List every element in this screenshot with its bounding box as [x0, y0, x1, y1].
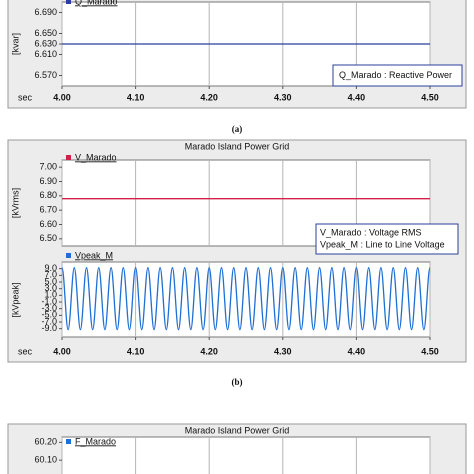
- x-tick-label: 4.00: [53, 346, 71, 356]
- y-tick-label: 6.50: [39, 233, 57, 243]
- legend-box: [332, 64, 463, 87]
- y-axis-label: [kVrms]: [10, 188, 20, 218]
- x-tick-label: 4.30: [274, 346, 292, 356]
- chart-title: Marado Island Power Grid: [185, 141, 290, 151]
- x-tick-label: 4.20: [200, 92, 218, 102]
- y-tick-label: 60.20: [34, 437, 57, 447]
- x-axis-label: sec: [18, 92, 33, 102]
- x-tick-label: 4.20: [200, 346, 218, 356]
- legend-entry: V_Marado : Voltage RMS: [320, 227, 422, 237]
- y-tick-label: -9.0: [41, 323, 57, 333]
- y-tick-label: 6.630: [34, 38, 57, 48]
- y-tick-label: -3.0: [41, 303, 57, 313]
- legend-entry: Vpeak_M : Line to Line Voltage: [320, 239, 445, 249]
- y-tick-label: -1.0: [41, 296, 57, 306]
- y-tick-label: 5.0: [44, 276, 57, 286]
- y-tick-label: 6.60: [39, 219, 57, 229]
- series-swatch: [66, 253, 71, 258]
- y-tick-label: 7.0: [44, 270, 57, 280]
- legend-box: [315, 223, 459, 255]
- y-tick-label: -7.0: [41, 316, 57, 326]
- series-swatch: [66, 0, 71, 4]
- x-tick-label: 4.30: [274, 92, 292, 102]
- plot-area: [61, 436, 431, 474]
- caption: (b): [232, 377, 243, 387]
- y-tick-label: 60.10: [34, 455, 57, 465]
- x-tick-label: 4.10: [127, 92, 145, 102]
- x-tick-label: 4.40: [348, 346, 366, 356]
- caption: (a): [232, 124, 243, 134]
- y-tick-label: 6.610: [34, 49, 57, 59]
- series-swatch: [66, 439, 71, 444]
- legend-entry: Q_Marado : Reactive Power: [339, 70, 452, 80]
- y-tick-label: 6.650: [34, 28, 57, 38]
- y-tick-label: 6.570: [34, 70, 57, 80]
- x-tick-label: 4.50: [421, 92, 439, 102]
- y-tick-label: 9.0: [44, 263, 57, 273]
- series-line: [62, 267, 430, 331]
- series-name: F_Marado: [75, 436, 116, 446]
- y-tick-label: 7.00: [39, 162, 57, 172]
- y-tick-label: 1.0: [44, 290, 57, 300]
- y-axis-label: [kVpeak]: [10, 282, 20, 317]
- y-tick-label: 6.80: [39, 190, 57, 200]
- x-tick-label: 4.50: [421, 346, 439, 356]
- series-name: Q_Marado: [75, 0, 118, 6]
- x-tick-label: 4.40: [348, 92, 366, 102]
- series-swatch: [66, 155, 71, 160]
- series-name: V_Marado: [75, 152, 117, 162]
- x-tick-label: 4.00: [53, 92, 71, 102]
- x-axis-label: sec: [18, 346, 33, 356]
- y-tick-label: 3.0: [44, 283, 57, 293]
- series-name: Vpeak_M: [75, 250, 113, 260]
- y-tick-label: 6.70: [39, 205, 57, 215]
- y-tick-label: 6.690: [34, 7, 57, 17]
- y-axis-label: [kvar]: [10, 33, 20, 55]
- plot-area: [61, 261, 431, 338]
- x-tick-label: 4.10: [127, 346, 145, 356]
- y-tick-label: 6.90: [39, 176, 57, 186]
- y-tick-label: -5.0: [41, 310, 57, 320]
- chart-title: Marado Island Power Grid: [185, 425, 290, 435]
